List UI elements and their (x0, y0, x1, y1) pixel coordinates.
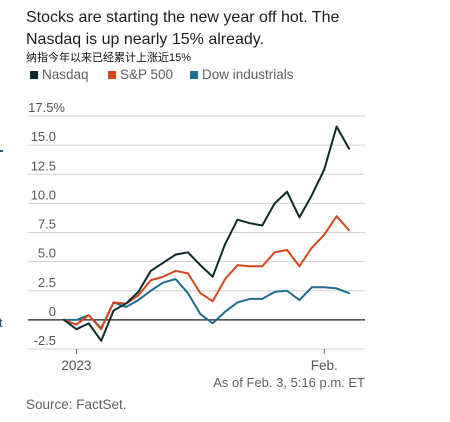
cropped-text-fragment: t (0, 315, 3, 330)
cropped-edge-mark (0, 150, 3, 152)
legend-label-nasdaq: Nasdaq (42, 67, 89, 82)
legend-swatch-dow (190, 71, 198, 79)
y-tick-label: 17.5% (28, 100, 65, 115)
y-tick-label: -2.5 (34, 333, 56, 348)
series-line-dow-industrials (63, 278, 350, 330)
legend-item-dow: Dow industrials (190, 68, 294, 82)
chart-subtitle: 纳指今年以来已经累计上涨近15% (26, 52, 192, 64)
legend-item-nasdaq: Nasdaq (30, 68, 89, 82)
series-lines (63, 125, 350, 342)
y-tick-label: 15.0 (31, 129, 56, 144)
legend-swatch-nasdaq (30, 71, 38, 79)
y-tick-label: 2.5 (38, 275, 56, 290)
y-tick-label: 7.5 (38, 217, 56, 232)
legend-swatch-sp500 (108, 71, 116, 79)
series-line-nasdaq (63, 125, 350, 342)
x-tick-label: Feb. (311, 358, 338, 373)
y-tick-label: 5.0 (38, 246, 56, 261)
source-credit: Source: FactSet. (26, 397, 127, 412)
y-axis-labels: 17.5% 15.0 12.5 10.0 7.5 5.0 2.5 0 -2.5 (28, 100, 65, 348)
series-line-s-p-500 (63, 215, 350, 331)
gridlines (28, 115, 365, 350)
chart-title: Stocks are starting the new year off hot… (26, 9, 340, 48)
x-tick-label: 2023 (61, 358, 91, 373)
legend-label-sp500: S&P 500 (120, 67, 174, 82)
legend-label-dow: Dow industrials (202, 67, 294, 82)
x-axis: 2023 Feb. (61, 349, 338, 373)
legend-item-sp500: S&P 500 (108, 68, 173, 82)
y-tick-label: 12.5 (31, 158, 56, 173)
y-tick-label: 10.0 (31, 187, 56, 202)
y-tick-label: 0 (49, 304, 56, 319)
as-of-annotation: As of Feb. 3, 5:16 p.m. ET (213, 375, 365, 390)
